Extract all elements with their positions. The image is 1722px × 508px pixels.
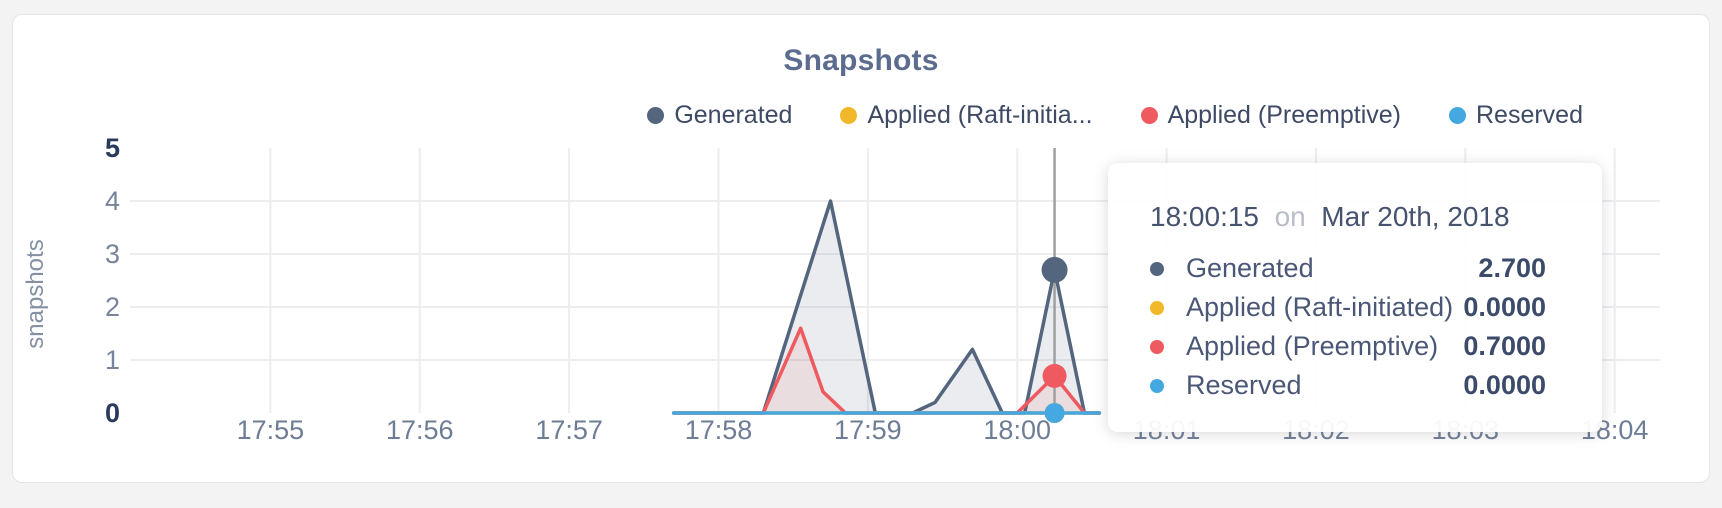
tooltip-dot-applied-preemptive-icon <box>1150 339 1164 354</box>
x-tick-17:59: 17:59 <box>834 415 902 445</box>
legend-label-applied-raft: Applied (Raft-initia... <box>867 101 1093 129</box>
tooltip-dot-generated-icon <box>1150 261 1164 276</box>
chart-title: Snapshots <box>783 44 939 77</box>
tooltip-value-applied-raft: 0.0000 <box>1463 292 1546 322</box>
x-tick-18:00: 18:00 <box>983 415 1051 445</box>
x-tick-17:57: 17:57 <box>535 415 603 445</box>
tooltip-value-generated: 2.700 <box>1478 253 1546 283</box>
y-tick-5: 5 <box>104 133 120 163</box>
tooltip-header: 18:00:15 on Mar 20th, 2018 <box>1150 201 1546 233</box>
y-tick-3: 3 <box>104 239 120 269</box>
tooltip-row-generated: Generated 2.700 <box>1150 249 1546 288</box>
tooltip-row-applied-preemptive: Applied (Preemptive) 0.7000 <box>1150 327 1546 366</box>
tooltip-dot-reserved-icon <box>1150 378 1164 393</box>
y-tick-4: 4 <box>104 186 120 216</box>
y-tick-1: 1 <box>104 345 120 375</box>
tooltip-time: 18:00:15 <box>1150 201 1259 232</box>
legend-dot-generated-icon <box>647 107 665 124</box>
legend-dot-applied-preemptive-icon <box>1140 107 1158 124</box>
tooltip-value-reserved: 0.0000 <box>1463 370 1546 400</box>
tooltip-on-word: on <box>1274 201 1306 232</box>
legend-item-applied-raft[interactable]: Applied (Raft-initia... <box>840 101 1093 130</box>
y-tick-0: 0 <box>104 398 120 428</box>
legend-dot-reserved-icon <box>1449 107 1466 124</box>
x-tick-17:55: 17:55 <box>236 415 305 445</box>
tooltip-date: Mar 20th, 2018 <box>1321 201 1510 232</box>
tooltip-label-generated: Generated <box>1186 253 1314 283</box>
tooltip-label-reserved: Reserved <box>1186 370 1302 400</box>
y-tick-2: 2 <box>104 292 120 322</box>
chart-legend: Generated Applied (Raft-initia... Applie… <box>647 101 1583 130</box>
legend-label-generated: Generated <box>674 101 793 129</box>
x-tick-17:56: 17:56 <box>385 415 454 445</box>
legend-item-applied-preemptive[interactable]: Applied (Preemptive) <box>1140 101 1401 130</box>
hover-tooltip: 18:00:15 on Mar 20th, 2018 Generated 2.7… <box>1108 163 1602 432</box>
tooltip-value-applied-preemptive: 0.7000 <box>1463 331 1546 361</box>
tooltip-dot-applied-raft-icon <box>1150 300 1164 315</box>
legend-item-reserved[interactable]: Reserved <box>1449 101 1583 130</box>
tooltip-row-applied-raft: Applied (Raft-initiated) 0.0000 <box>1150 288 1546 327</box>
x-tick-17:58: 17:58 <box>684 415 753 445</box>
legend-label-reserved: Reserved <box>1476 101 1583 129</box>
legend-dot-applied-raft-icon <box>840 107 858 124</box>
tooltip-label-applied-preemptive: Applied (Preemptive) <box>1186 331 1439 361</box>
legend-item-generated[interactable]: Generated <box>647 101 792 130</box>
legend-label-applied-preemptive: Applied (Preemptive) <box>1167 101 1401 129</box>
tooltip-row-reserved: Reserved 0.0000 <box>1150 366 1546 405</box>
tooltip-label-applied-raft: Applied (Raft-initiated) <box>1186 292 1454 322</box>
